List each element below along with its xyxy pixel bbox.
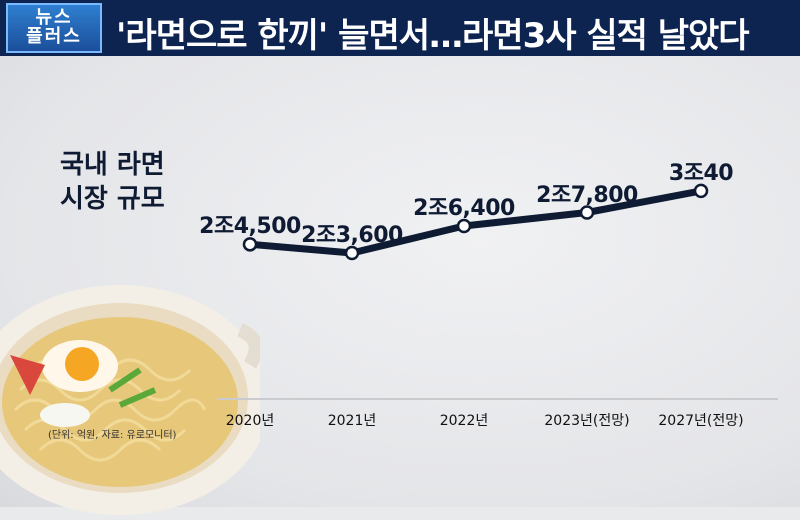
data-label: 2조4,500 xyxy=(199,214,301,240)
line-chart xyxy=(242,183,709,261)
chart-title: 국내 라면 시장 규모 xyxy=(60,148,165,216)
data-label: 2조7,800 xyxy=(536,182,638,208)
title-bar: 뉴스 플러스 '라면으로 한끼' 늘면서…라면3사 실적 날았다 xyxy=(0,0,800,56)
chart-title-line-2: 시장 규모 xyxy=(60,184,165,214)
x-tick-label: 2027년(전망) xyxy=(658,413,744,429)
data-point xyxy=(242,237,258,252)
logo-line-1: 뉴스 xyxy=(35,7,73,29)
x-tick-label: 2023년(전망) xyxy=(544,413,630,429)
ramen-bowl-illustration xyxy=(0,285,260,515)
chart-title-line-1: 국내 라면 xyxy=(60,150,165,180)
data-label: 2조3,600 xyxy=(301,223,403,248)
x-tick-label: 2020년 xyxy=(225,413,275,429)
logo-line-2: 플러스 xyxy=(26,26,82,47)
x-tick-label: 2021년 xyxy=(327,413,377,429)
data-point xyxy=(579,205,595,220)
data-point xyxy=(344,245,360,261)
x-tick-label: 2022년 xyxy=(439,413,489,429)
x-axis-baseline xyxy=(218,398,778,400)
news-plus-logo: 뉴스 플러스 xyxy=(6,3,102,53)
data-label: 2조6,400 xyxy=(413,196,515,221)
headline: '라면으로 한끼' 늘면서…라면3사 실적 날았다 xyxy=(116,16,750,56)
source-note: (단위: 억원, 자료: 유로모니터) xyxy=(48,430,177,441)
data-point xyxy=(456,218,472,234)
data-label: 3조40 xyxy=(668,160,734,186)
data-point xyxy=(693,183,709,199)
